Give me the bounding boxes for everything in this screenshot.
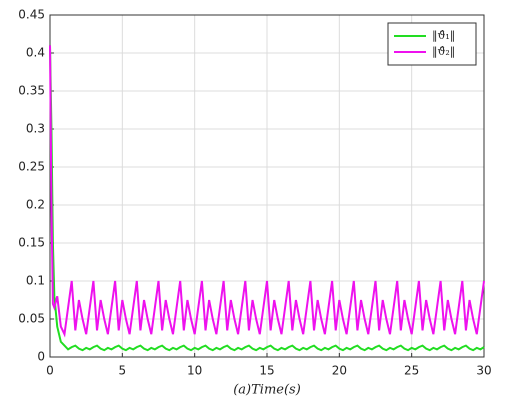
x-tick-label: 15 <box>259 364 274 378</box>
y-tick-label: 0.1 <box>26 274 45 288</box>
x-tick-label: 25 <box>404 364 419 378</box>
legend-label: ‖ϑ̂₂‖ <box>432 45 455 59</box>
series-line <box>49 45 485 352</box>
y-tick-label: 0.45 <box>18 8 45 22</box>
y-tick-label: 0.05 <box>18 312 45 326</box>
y-tick-label: 0.3 <box>26 122 45 136</box>
x-tick-label: 5 <box>119 364 127 378</box>
x-tick-label: 0 <box>46 364 54 378</box>
legend: ‖ϑ̂₁‖ ‖ϑ̂₂‖ <box>387 22 477 66</box>
legend-label: ‖ϑ̂₁‖ <box>432 29 455 43</box>
y-tick-label: 0.15 <box>18 236 45 250</box>
series-line <box>49 45 485 338</box>
y-tick-label: 0.35 <box>18 84 45 98</box>
x-axis-label: (a)Time(s) <box>233 383 301 398</box>
y-tick-label: 0.25 <box>18 160 45 174</box>
x-tick-label: 10 <box>187 364 202 378</box>
plot-frame <box>49 14 485 358</box>
x-tick-label: 20 <box>332 364 347 378</box>
legend-box <box>387 22 477 66</box>
x-tick-label: 30 <box>476 364 491 378</box>
y-tick-label: 0.2 <box>26 198 45 212</box>
y-tick-label: 0 <box>37 350 45 364</box>
y-tick-label: 0.4 <box>26 46 45 60</box>
